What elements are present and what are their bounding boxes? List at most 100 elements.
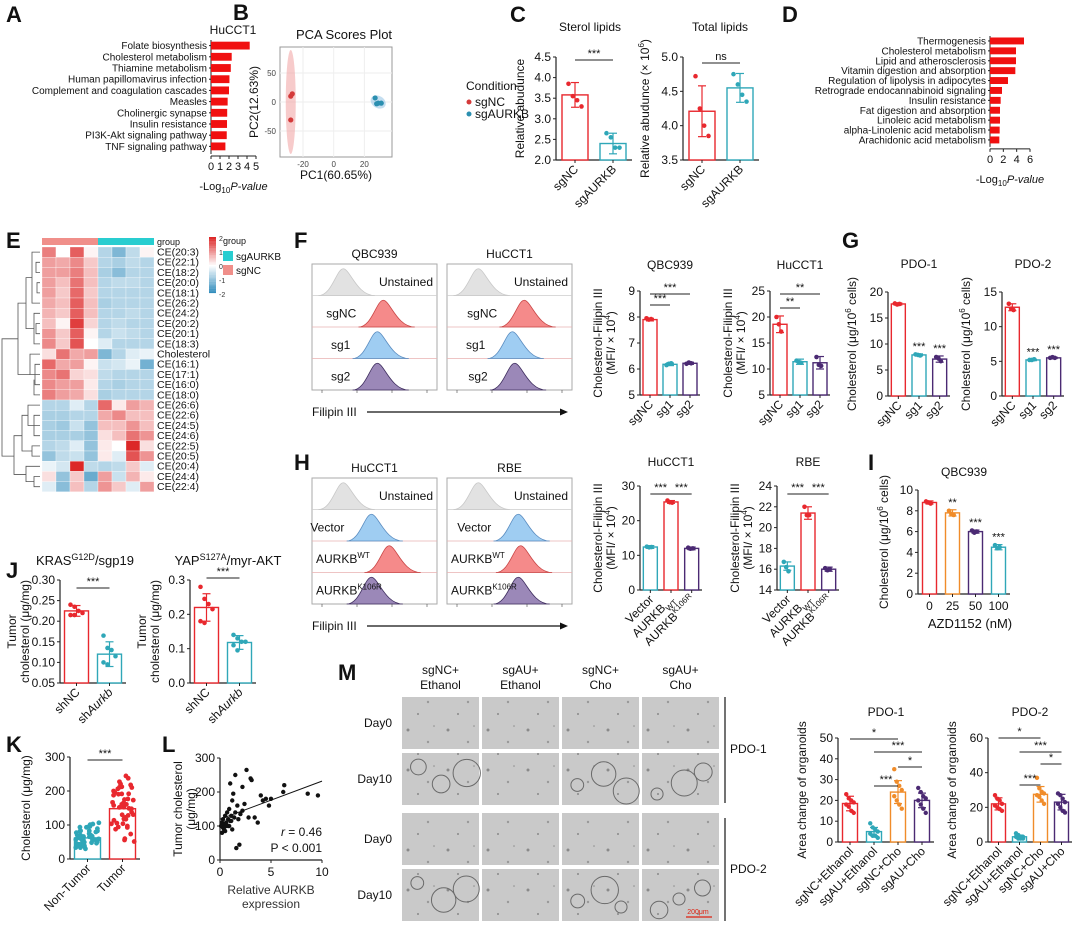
tick-label: 50 bbox=[267, 69, 276, 78]
heatmap-cell bbox=[139, 369, 155, 380]
heatmap-cell bbox=[83, 287, 99, 299]
heatmap-cell bbox=[139, 246, 155, 258]
histogram-peak bbox=[318, 482, 375, 510]
x-axis-label: AZD1152 (nM) bbox=[928, 616, 1012, 631]
bar bbox=[683, 547, 700, 591]
heatmap-cell bbox=[111, 359, 127, 370]
data-point bbox=[231, 642, 236, 648]
organoid bbox=[670, 769, 698, 797]
bar bbox=[990, 106, 1000, 114]
legend-label: sgAURKB bbox=[236, 252, 281, 263]
data-point bbox=[68, 612, 73, 618]
chart-title: QBC939 bbox=[647, 258, 693, 272]
data-point bbox=[999, 801, 1005, 807]
tick-label: 16 bbox=[759, 562, 773, 576]
dendrogram-branch bbox=[25, 465, 40, 483]
heatmap-cell bbox=[125, 267, 141, 278]
heatmap-cell bbox=[111, 308, 127, 319]
data-point bbox=[735, 82, 741, 87]
heatmap-cell bbox=[41, 369, 57, 380]
organoid bbox=[570, 893, 586, 909]
chart-J1: 0.05 0.10 0.15 0.20 0.25 0.30 Tumor cholesterol… bbox=[5, 552, 134, 726]
data-point bbox=[305, 791, 310, 796]
organoid bbox=[570, 778, 585, 792]
heatmap-cell bbox=[41, 440, 57, 452]
tick-label: 0.1 bbox=[168, 642, 185, 656]
organoid bbox=[410, 758, 427, 776]
heatmap-cell bbox=[69, 369, 85, 380]
data-point bbox=[1006, 301, 1012, 307]
heatmap-cell bbox=[55, 410, 71, 421]
group-bar-cell bbox=[140, 238, 154, 245]
row-dendrogram bbox=[1, 251, 40, 488]
data-point bbox=[916, 785, 921, 791]
data-point bbox=[210, 606, 215, 612]
arrow-head-icon bbox=[560, 622, 568, 630]
data-point bbox=[781, 559, 787, 565]
colorscale-step bbox=[209, 281, 216, 284]
data-point bbox=[231, 632, 236, 638]
data-point bbox=[974, 529, 979, 534]
heatmap-cell bbox=[69, 257, 85, 268]
heatmap-cell bbox=[69, 410, 85, 421]
data-point bbox=[117, 779, 122, 785]
heatmap-cell bbox=[41, 450, 57, 462]
heatmap-cell bbox=[55, 297, 71, 309]
row-label: CE(22:1) bbox=[157, 257, 199, 269]
data-point bbox=[112, 790, 118, 795]
bar bbox=[792, 361, 808, 396]
colorscale-step bbox=[209, 274, 216, 277]
data-point bbox=[128, 831, 134, 837]
panel-letter-J: J bbox=[6, 558, 18, 583]
category-label: Cholinergic synapse bbox=[117, 108, 207, 119]
row-label: AURKBWT bbox=[316, 551, 370, 566]
row-label: Day0 bbox=[364, 832, 392, 846]
panel-letter-B: B bbox=[233, 0, 249, 25]
tick-label: 8 bbox=[628, 310, 635, 324]
data-point bbox=[851, 810, 856, 816]
scale-bar-label: 200μm bbox=[687, 909, 709, 916]
data-point bbox=[89, 840, 94, 846]
heatmap-cell bbox=[41, 267, 57, 278]
bar bbox=[662, 363, 678, 396]
data-point bbox=[875, 835, 880, 841]
row-label: CE(18:1) bbox=[157, 287, 199, 299]
column-label: sgAU+ bbox=[662, 663, 698, 677]
chart-M1: PDO-1 0 10 20 30 40 50 Area change of organoids… bbox=[791, 705, 934, 909]
significance-label: *** bbox=[969, 517, 983, 529]
heatmap-cell bbox=[55, 246, 71, 258]
significance-label: *** bbox=[588, 48, 602, 60]
tick-label: 0.05 bbox=[32, 676, 56, 690]
data-point bbox=[83, 846, 88, 852]
data-point bbox=[868, 821, 873, 826]
histogram-peak bbox=[489, 362, 547, 391]
micrograph-image bbox=[402, 813, 479, 865]
colorscale-step bbox=[209, 269, 216, 271]
heatmap-cell bbox=[55, 461, 71, 472]
histogram-peak bbox=[493, 513, 550, 542]
heatmap-cell bbox=[97, 318, 113, 329]
confidence-ellipse-sgNC bbox=[285, 50, 296, 154]
panel-title: HuCCT1 bbox=[486, 247, 533, 261]
organoid bbox=[650, 787, 664, 801]
regression-line bbox=[219, 780, 323, 820]
heatmap-cell bbox=[41, 420, 57, 431]
heatmap-cell bbox=[41, 359, 57, 370]
heatmap-cell bbox=[139, 328, 155, 339]
heatmap-cell bbox=[69, 338, 85, 350]
x-axis-label: Filipin III bbox=[312, 619, 357, 633]
row-label: Vector bbox=[457, 521, 491, 535]
dendrogram-branch bbox=[31, 251, 40, 304]
heatmap-cell bbox=[97, 481, 113, 492]
data-point bbox=[648, 316, 654, 322]
histogram-peak bbox=[453, 268, 510, 296]
tick-label: 2.0 bbox=[534, 153, 551, 167]
data-point bbox=[617, 145, 622, 150]
data-point bbox=[844, 791, 849, 797]
heatmap-cell bbox=[83, 308, 99, 319]
data-point bbox=[242, 801, 247, 807]
row-label: CE(20:4) bbox=[157, 461, 199, 473]
heatmap-cell bbox=[111, 440, 127, 452]
heatmap-cell bbox=[83, 420, 99, 431]
heatmap-cell bbox=[69, 420, 85, 431]
